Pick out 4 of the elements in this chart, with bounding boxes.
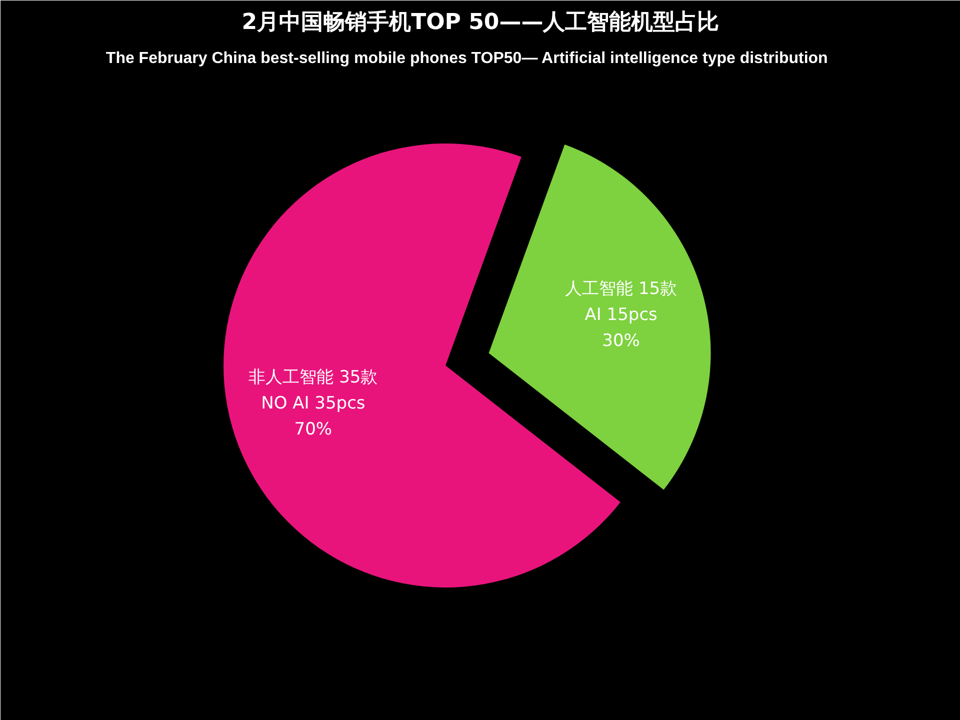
slice-label: 非人工智能 35款 NO AI 35pcs 70% [248, 367, 378, 440]
chart-title: 2月中国畅销手机TOP 50——人工智能机型占比 [242, 10, 720, 35]
chart-subtitle: The February China best-selling mobile phones TOP50— Artificial intelligence type distribution [106, 50, 828, 67]
slice-label: 人工智能 15款 AI 15pcs 30% [565, 279, 678, 352]
